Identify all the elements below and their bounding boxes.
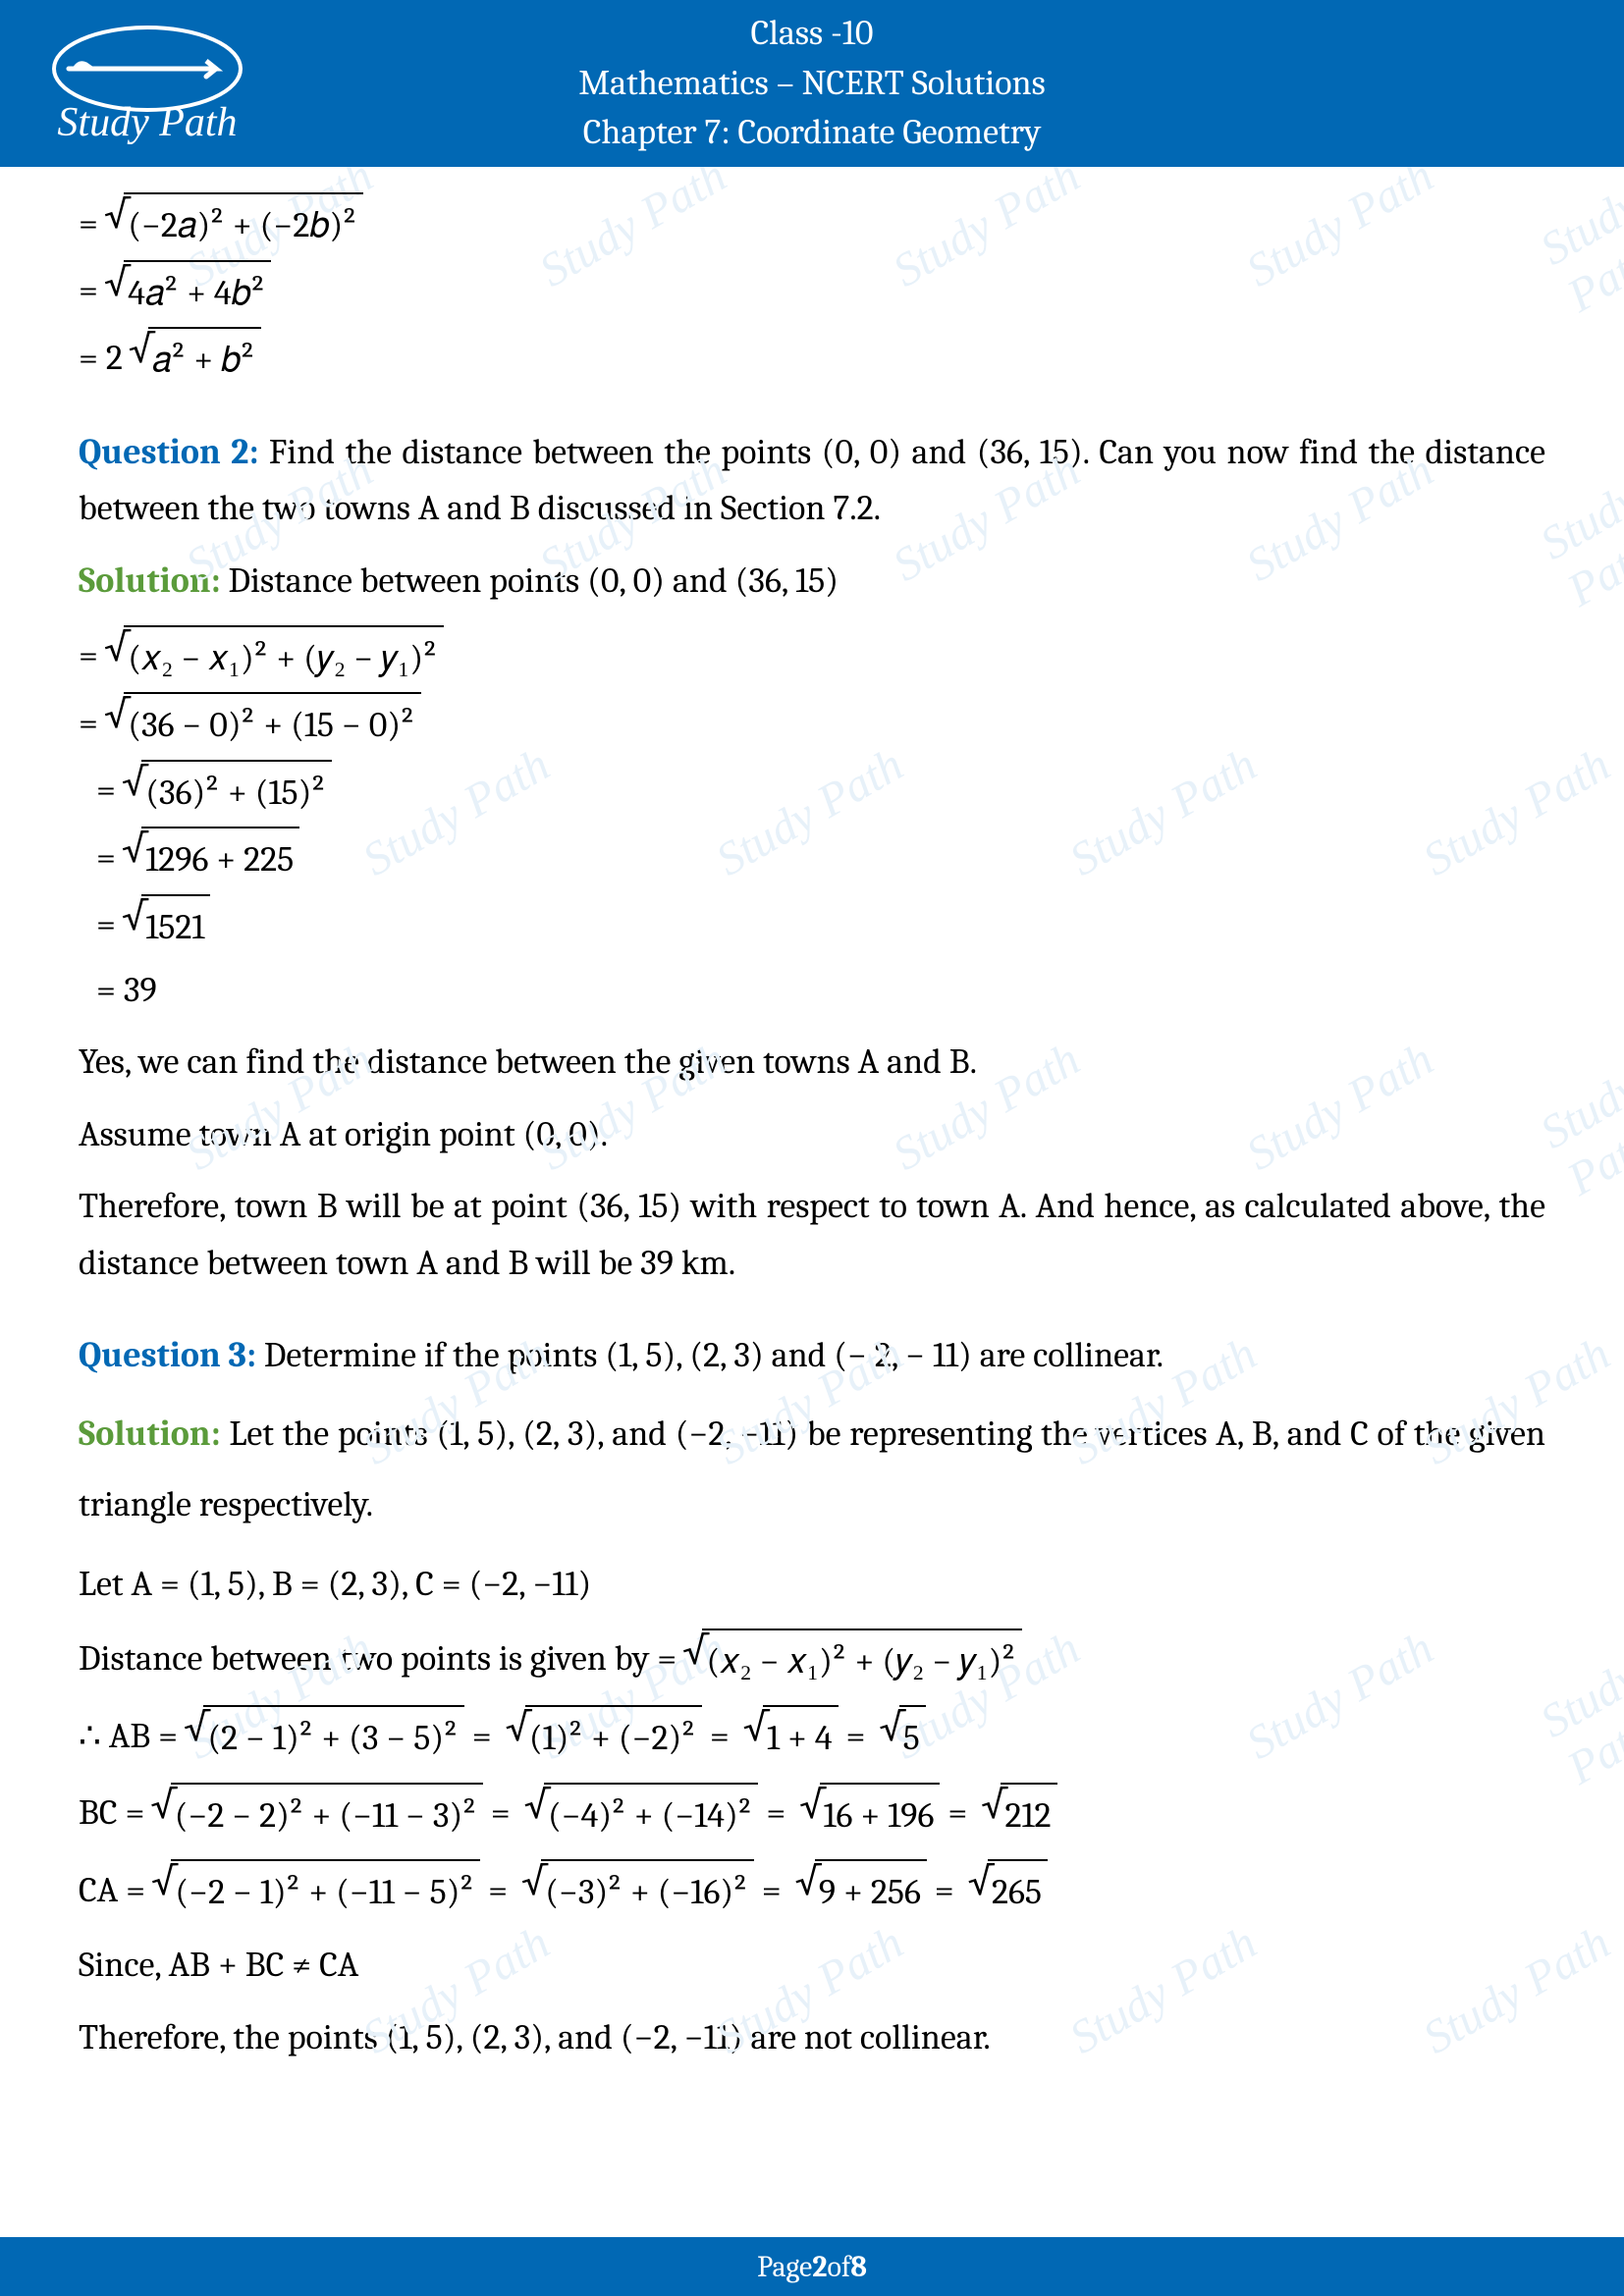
- page-label: Page: [757, 2250, 812, 2284]
- math-expr: = √4𝑎² + 4𝑏²: [79, 260, 1545, 322]
- paragraph: Yes, we can find the distance between th…: [79, 1034, 1545, 1091]
- math-expr: = √(36 − 0)² + (15 − 0)²: [79, 692, 1545, 754]
- solution-2-intro: Solution: Distance between points (0, 0)…: [79, 553, 1545, 610]
- paragraph: Therefore, town B will be at point (36, …: [79, 1178, 1545, 1291]
- page-header: Study Path Class -10 Mathematics – NCERT…: [0, 0, 1624, 167]
- ca-calc: CA = √(−2 − 1)² + (−11 − 5)² = √(−3)² + …: [79, 1859, 1545, 1921]
- question-2: Question 2: Find the distance between th…: [79, 424, 1545, 537]
- math-expr: = √(−2𝑎)² + (−2𝑏)²: [79, 192, 1545, 254]
- question-text: Determine if the points (1, 5), (2, 3) a…: [256, 1335, 1164, 1375]
- distance-formula: Distance between two points is given by …: [79, 1629, 1545, 1690]
- page-footer: Page 2 of 8: [0, 2237, 1624, 2296]
- solution-3-intro: Solution: Let the points (1, 5), (2, 3),…: [79, 1399, 1545, 1540]
- logo: Study Path: [39, 20, 255, 147]
- since-line: Since, AB + BC ≠ CA: [79, 1937, 1545, 1994]
- let-line: Let A = (1, 5), B = (2, 3), C = (−2, −11…: [79, 1556, 1545, 1613]
- question-label: Question 2:: [79, 432, 258, 472]
- question-text: Find the distance between the points (0,…: [79, 432, 1545, 529]
- math-expr: = √(36)² + (15)²: [79, 760, 1545, 822]
- question-3: Question 3: Determine if the points (1, …: [79, 1327, 1545, 1384]
- math-expr: = 2√𝑎² + 𝑏²: [79, 327, 1545, 389]
- math-expr: = √1521: [79, 894, 1545, 956]
- ab-calc: ∴ AB = √(2 − 1)² + (3 − 5)² = √(1)² + (−…: [79, 1705, 1545, 1767]
- solution-label: Solution:: [79, 561, 221, 601]
- solution-label: Solution:: [79, 1414, 221, 1454]
- svg-text:Study Path: Study Path: [57, 100, 237, 145]
- math-expr: = √(𝑥₂ − 𝑥₁)² + (𝑦₂ − 𝑦₁)²: [79, 625, 1545, 687]
- studypath-logo-icon: Study Path: [39, 20, 255, 147]
- page-total: 8: [850, 2250, 867, 2284]
- page-content: = √(−2𝑎)² + (−2𝑏)² = √4𝑎² + 4𝑏² = 2√𝑎² +…: [0, 167, 1624, 2120]
- bc-calc: BC = √(−2 − 2)² + (−11 − 3)² = √(−4)² + …: [79, 1783, 1545, 1844]
- paragraph: Assume town A at origin point (0, 0).: [79, 1106, 1545, 1163]
- page-of: of: [827, 2250, 850, 2284]
- therefore-line: Therefore, the points (1, 5), (2, 3), an…: [79, 2009, 1545, 2066]
- math-expr: = √1296 + 225: [79, 827, 1545, 888]
- solution-text: Distance between points (0, 0) and (36, …: [221, 561, 839, 601]
- math-expr: = 39: [79, 962, 1545, 1019]
- page-current: 2: [812, 2250, 827, 2284]
- question-label: Question 3:: [79, 1335, 256, 1375]
- solution-text: Let the points (1, 5), (2, 3), and (−2, …: [79, 1414, 1545, 1524]
